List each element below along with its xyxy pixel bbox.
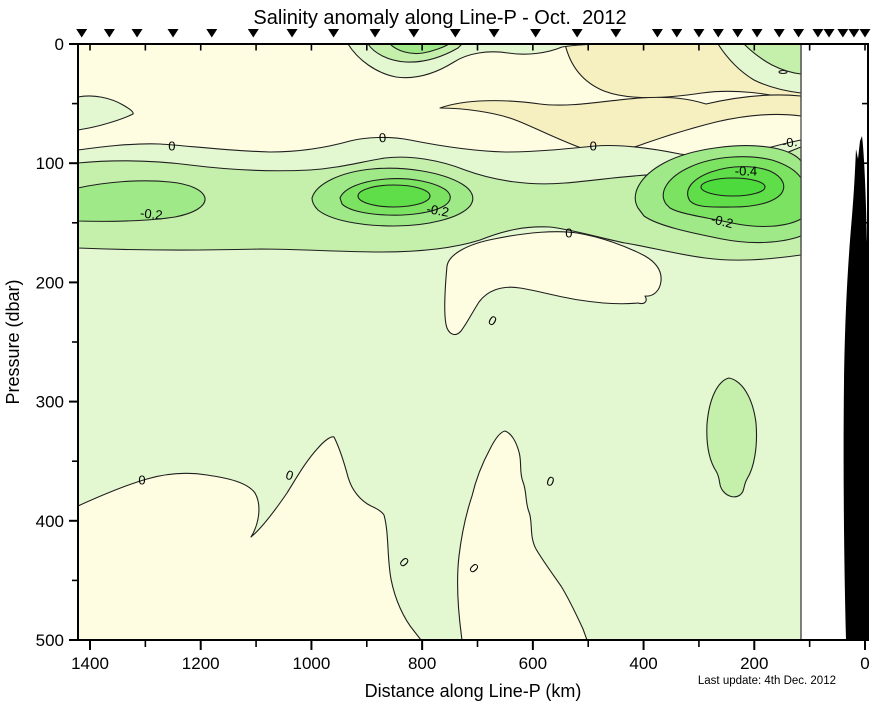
fill-core-mid-center <box>357 184 431 208</box>
y-tick-label: 500 <box>36 631 64 650</box>
contour-level-label: 0 <box>378 130 386 145</box>
station-triangle-icon <box>76 29 88 38</box>
station-triangle-icon <box>206 29 218 38</box>
station-triangle-icon <box>167 29 179 38</box>
x-axis-title: Distance along Line-P (km) <box>365 681 582 701</box>
y-tick-label: 300 <box>36 393 64 412</box>
contour-level-label: -0. <box>781 134 798 151</box>
contour-level-label: 0 <box>284 467 296 484</box>
station-triangle-icon <box>693 29 705 38</box>
x-tick-label: 800 <box>408 654 436 673</box>
contour-level-label: 0 <box>590 139 597 154</box>
x-tick-label: 0 <box>860 654 869 673</box>
station-triangle-icon <box>449 29 461 38</box>
y-tick-label: 0 <box>55 35 64 54</box>
contour-level-label: 0 <box>565 226 572 241</box>
axis-ticks <box>69 43 867 650</box>
station-triangle-icon <box>848 29 860 38</box>
fill-positive-deep-west <box>77 436 422 641</box>
station-triangle-icon <box>103 29 115 38</box>
y-tick-label: 400 <box>36 512 64 531</box>
station-triangle-icon <box>732 29 744 38</box>
fill-positive-island <box>444 231 662 336</box>
coastal-seafloor-silhouette <box>843 136 869 640</box>
fill-surface-pocket-right-inner <box>743 43 802 75</box>
contour-fills <box>77 43 802 641</box>
station-triangle-icon <box>286 29 298 38</box>
station-triangle-icon <box>131 29 143 38</box>
y-tick-label: 200 <box>36 273 64 292</box>
contour-level-label: 0 <box>138 472 145 487</box>
chart-title: Salinity anomaly along Line-P - Oct. 201… <box>253 7 626 29</box>
station-triangle-icon <box>488 29 500 38</box>
station-markers <box>76 29 871 38</box>
x-tick-label: 600 <box>519 654 547 673</box>
station-triangle-icon <box>530 29 542 38</box>
contour-level-label: 0 <box>544 473 556 490</box>
station-triangle-icon <box>369 29 381 38</box>
micro-contour <box>778 69 788 75</box>
axis-tick-labels: 1400 1200 1000 800 600 400 200 0 0 100 200 300 400 50… <box>36 35 870 673</box>
station-triangle-icon <box>610 29 622 38</box>
station-triangle-icon <box>712 29 724 38</box>
contour-level-label: -0.2 <box>426 201 451 220</box>
contour-level-label: 0 <box>168 139 175 154</box>
station-triangle-icon <box>812 29 824 38</box>
station-triangle-icon <box>671 29 683 38</box>
station-triangle-icon <box>773 29 785 38</box>
station-triangle-icon <box>793 29 805 38</box>
station-triangle-icon <box>247 29 259 38</box>
station-triangle-icon <box>328 29 340 38</box>
fill-surface-pocket-left <box>77 95 134 131</box>
station-triangle-icon <box>751 29 763 38</box>
station-triangle-icon <box>837 29 849 38</box>
x-tick-label: 1000 <box>293 654 331 673</box>
x-tick-label: 400 <box>629 654 657 673</box>
fill-core-west <box>77 180 206 222</box>
fill-positive-mid-band <box>439 94 802 153</box>
station-triangle-icon <box>408 29 420 38</box>
station-triangle-icon <box>571 29 583 38</box>
y-axis-title: Pressure (dbar) <box>3 279 23 404</box>
x-tick-label: 200 <box>740 654 768 673</box>
station-triangle-icon <box>823 29 835 38</box>
y-tick-label: 100 <box>36 154 64 173</box>
contour-level-label: -0.4 <box>735 164 757 179</box>
fill-surface-pocket-center-core <box>389 43 450 55</box>
x-tick-label: 1400 <box>71 654 109 673</box>
station-triangle-icon <box>651 29 663 38</box>
fill-positive-tower <box>457 430 588 641</box>
contour-level-label: -0.2 <box>139 205 163 222</box>
fill-fresh-pocket-deep <box>706 377 758 498</box>
x-tick-label: 1200 <box>182 654 220 673</box>
fill-core-east-center <box>700 177 766 197</box>
contour-level-label: -0.2 <box>709 211 734 231</box>
station-triangle-icon <box>859 29 871 38</box>
last-update-note: Last update: 4th Dec. 2012 <box>698 675 836 687</box>
